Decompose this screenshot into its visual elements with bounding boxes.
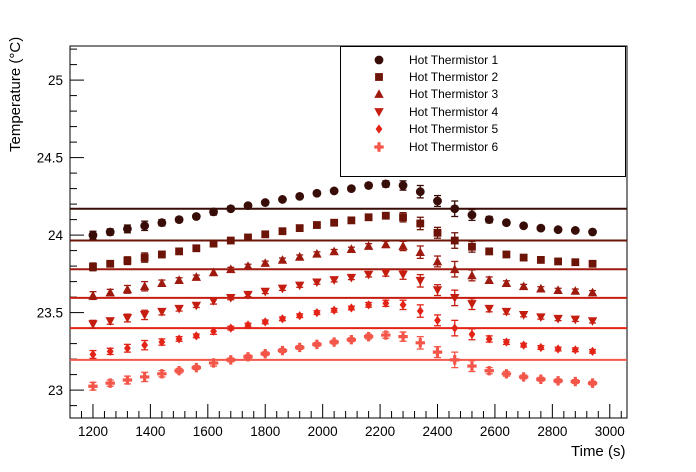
legend-label: Hot Thermistor 4 <box>409 104 499 119</box>
triangle-up-icon <box>371 87 387 101</box>
legend-label: Hot Thermistor 3 <box>409 87 499 102</box>
x-tick-label: 2400 <box>422 424 452 439</box>
series-hot-thermistor-3 <box>88 239 598 301</box>
y-tick-label: 23 <box>48 383 63 398</box>
x-axis-title: Time (s) <box>571 443 626 460</box>
square-icon <box>371 70 387 84</box>
legend-item-2: Hot Thermistor 2 <box>341 68 625 85</box>
legend-item-4: Hot Thermistor 4 <box>341 103 625 120</box>
legend: Hot Thermistor 1 Hot Thermistor 2 Hot Ther… <box>340 46 626 177</box>
x-tick-label: 2800 <box>537 424 567 439</box>
legend-item-6: Hot Thermistor 6 <box>341 138 625 155</box>
x-tick-label: 1600 <box>193 424 223 439</box>
series-hot-thermistor-2 <box>89 211 597 272</box>
series-hot-thermistor-4 <box>88 269 598 330</box>
y-axis-title: Temperature (°C) <box>7 36 24 152</box>
legend-item-3: Hot Thermistor 3 <box>341 86 625 103</box>
y-tick-label: 24 <box>48 228 64 243</box>
legend-label: Hot Thermistor 2 <box>409 70 499 85</box>
series-hot-thermistor-5 <box>89 298 597 360</box>
legend-label: Hot Thermistor 6 <box>409 139 499 154</box>
legend-item-1: Hot Thermistor 1 <box>341 51 625 68</box>
legend-item-5: Hot Thermistor 5 <box>341 121 625 138</box>
x-tick-label: 1400 <box>135 424 165 439</box>
circle-icon <box>371 53 387 67</box>
x-tick-label: 3000 <box>595 424 625 439</box>
x-tick-label: 2600 <box>480 424 510 439</box>
x-tick-label: 1800 <box>250 424 280 439</box>
y-tick-label: 24.5 <box>37 151 63 166</box>
x-tick-label: 1200 <box>78 424 108 439</box>
legend-label: Hot Thermistor 1 <box>409 52 499 67</box>
legend-label: Hot Thermistor 5 <box>409 122 499 137</box>
x-tick-label: 2000 <box>308 424 338 439</box>
y-axis: 23 23.5 24 24.5 25 <box>37 48 84 407</box>
series-hot-thermistor-6 <box>88 330 598 391</box>
x-axis: 1200 1400 1600 1800 2000 2200 2400 2600 2800 3000 <box>69 404 625 439</box>
plus-icon <box>371 140 387 154</box>
x-tick-label: 2200 <box>365 424 395 439</box>
y-tick-label: 23.5 <box>37 306 63 321</box>
triangle-down-icon <box>371 105 387 119</box>
diamond-icon <box>371 122 387 136</box>
y-tick-label: 25 <box>48 73 63 88</box>
series-hot-thermistor-1 <box>88 179 597 240</box>
